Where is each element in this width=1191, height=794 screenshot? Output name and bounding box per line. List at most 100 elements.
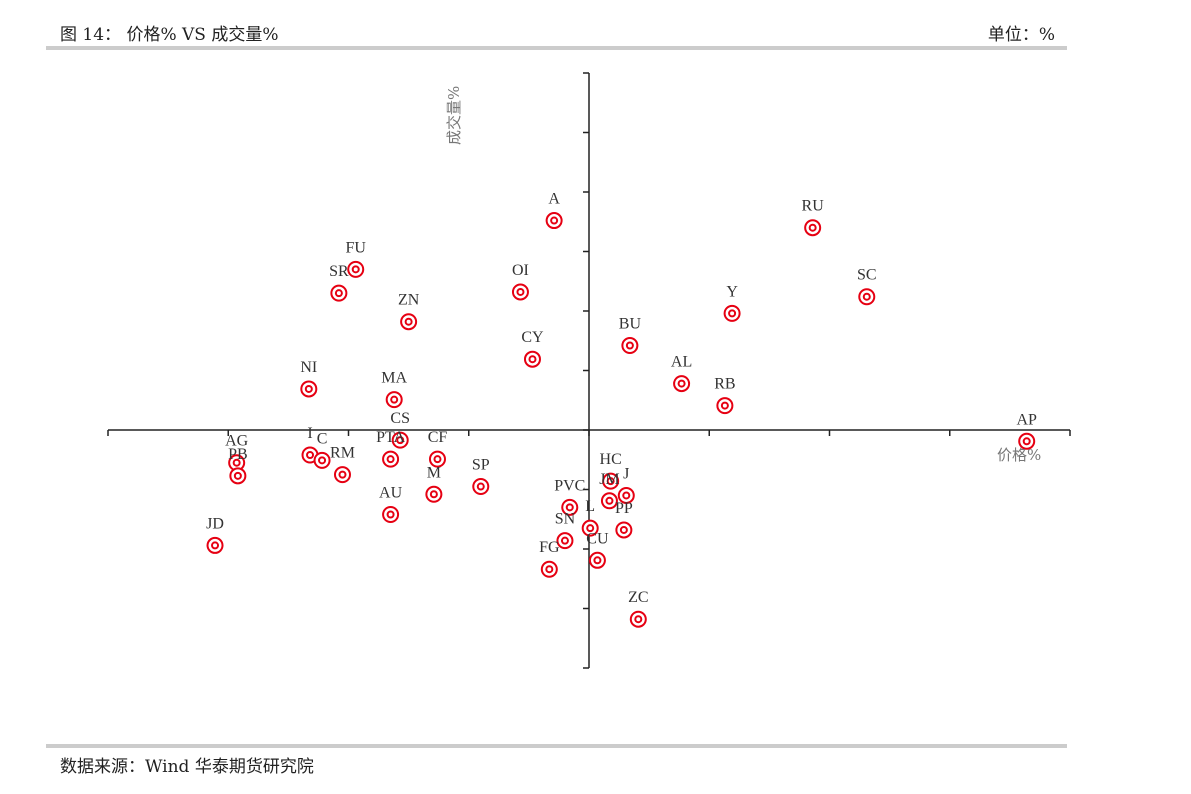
marker-inner — [625, 341, 634, 350]
point-label-rb: RB — [714, 376, 735, 393]
point-label-sr: SR — [329, 263, 349, 280]
point-label-ag: AG — [225, 433, 249, 450]
data-point-jd: JD — [206, 515, 224, 554]
point-label-i: I — [307, 425, 312, 442]
marker-inner — [619, 525, 628, 534]
point-label-cu: CU — [586, 530, 609, 547]
marker-inner — [318, 456, 327, 465]
point-label-ni: NI — [300, 359, 317, 376]
top-divider — [46, 46, 1067, 50]
marker-inner — [634, 615, 643, 624]
point-label-sn: SN — [555, 511, 576, 528]
data-point-zn: ZN — [398, 292, 420, 331]
marker-inner — [565, 503, 574, 512]
data-point-cu: CU — [586, 530, 609, 569]
marker-inner — [545, 565, 554, 574]
x-axis-label: 价格% — [997, 446, 1041, 464]
marker-inner — [386, 510, 395, 519]
marker-inner — [606, 477, 615, 486]
bottom-divider — [46, 744, 1067, 748]
point-label-fg: FG — [539, 539, 560, 556]
point-label-sp: SP — [472, 457, 490, 474]
point-label-al: AL — [671, 354, 692, 371]
data-point-ma: MA — [381, 370, 408, 409]
marker-inner — [233, 471, 242, 480]
marker-inner — [1022, 437, 1031, 446]
marker-inner — [622, 491, 631, 500]
point-label-y: Y — [726, 283, 738, 300]
data-point-fu: FU — [345, 239, 366, 278]
marker-inner — [338, 470, 347, 479]
point-label-ru: RU — [802, 198, 825, 215]
point-label-m: M — [427, 464, 441, 481]
marker-inner — [211, 541, 220, 550]
data-point-oi: OI — [511, 262, 529, 301]
marker-inner — [306, 450, 315, 459]
y-axis-label: 成交量% — [445, 86, 463, 145]
marker-inner — [433, 455, 442, 464]
data-point-cs: CS — [390, 410, 410, 449]
data-point-fg: FG — [539, 539, 560, 578]
marker-inner — [516, 287, 525, 296]
point-label-cy: CY — [521, 329, 544, 346]
data-point-cf: CF — [428, 429, 448, 468]
data-point-rb: RB — [714, 376, 736, 415]
marker-inner — [386, 455, 395, 464]
point-label-sc: SC — [857, 267, 877, 284]
point-label-hc: HC — [600, 451, 622, 468]
point-label-jm: JM — [599, 471, 619, 488]
data-point-zc: ZC — [628, 589, 649, 628]
data-point-hc: HC — [600, 451, 622, 490]
data-point-ni: NI — [300, 359, 318, 398]
point-label-pp: PP — [615, 500, 633, 517]
point-label-au: AU — [379, 484, 403, 501]
marker-inner — [232, 458, 241, 467]
point-label-cf: CF — [428, 429, 448, 446]
data-point-sp: SP — [472, 457, 490, 496]
data-point-sn: SN — [555, 511, 576, 550]
point-label-zn: ZN — [398, 292, 420, 309]
point-label-fu: FU — [345, 239, 366, 256]
marker-inner — [560, 536, 569, 545]
marker-inner — [586, 524, 595, 533]
unit-label: 单位：% — [987, 25, 1055, 45]
data-point-al: AL — [671, 354, 692, 393]
marker-inner — [593, 556, 602, 565]
point-label-ma: MA — [381, 370, 407, 387]
point-label-j: J — [623, 465, 629, 482]
marker-inner — [528, 355, 537, 364]
marker-inner — [862, 292, 871, 301]
marker-inner — [550, 216, 559, 225]
point-label-pta: PTA — [376, 429, 405, 446]
data-point-sc: SC — [857, 267, 877, 306]
point-label-rm: RM — [330, 445, 355, 462]
data-point-y: Y — [723, 283, 741, 322]
marker-inner — [429, 490, 438, 499]
marker-inner — [677, 379, 686, 388]
data-point-a: A — [545, 191, 563, 230]
data-point-ru: RU — [802, 198, 825, 237]
data-point-l: L — [581, 498, 599, 537]
point-label-ap: AP — [1016, 411, 1037, 428]
point-label-bu: BU — [619, 316, 642, 333]
marker-inner — [396, 436, 405, 445]
marker-inner — [404, 317, 413, 326]
marker-inner — [304, 384, 313, 393]
point-label-cs: CS — [390, 410, 410, 427]
marker-inner — [334, 289, 343, 298]
data-point-sr: SR — [329, 263, 349, 302]
marker-inner — [390, 395, 399, 404]
axis-ticks — [107, 72, 1071, 669]
data-point-j: J — [617, 465, 635, 504]
point-label-pb: PB — [228, 446, 248, 463]
point-label-a: A — [548, 191, 560, 208]
point-label-c: C — [317, 430, 328, 447]
data-point-au: AU — [379, 484, 403, 523]
marker-inner — [728, 309, 737, 318]
data-point-pta: PTA — [376, 429, 406, 468]
marker-inner — [808, 223, 817, 232]
data-point-pp: PP — [615, 500, 633, 539]
data-point-jm: JM — [599, 471, 620, 510]
